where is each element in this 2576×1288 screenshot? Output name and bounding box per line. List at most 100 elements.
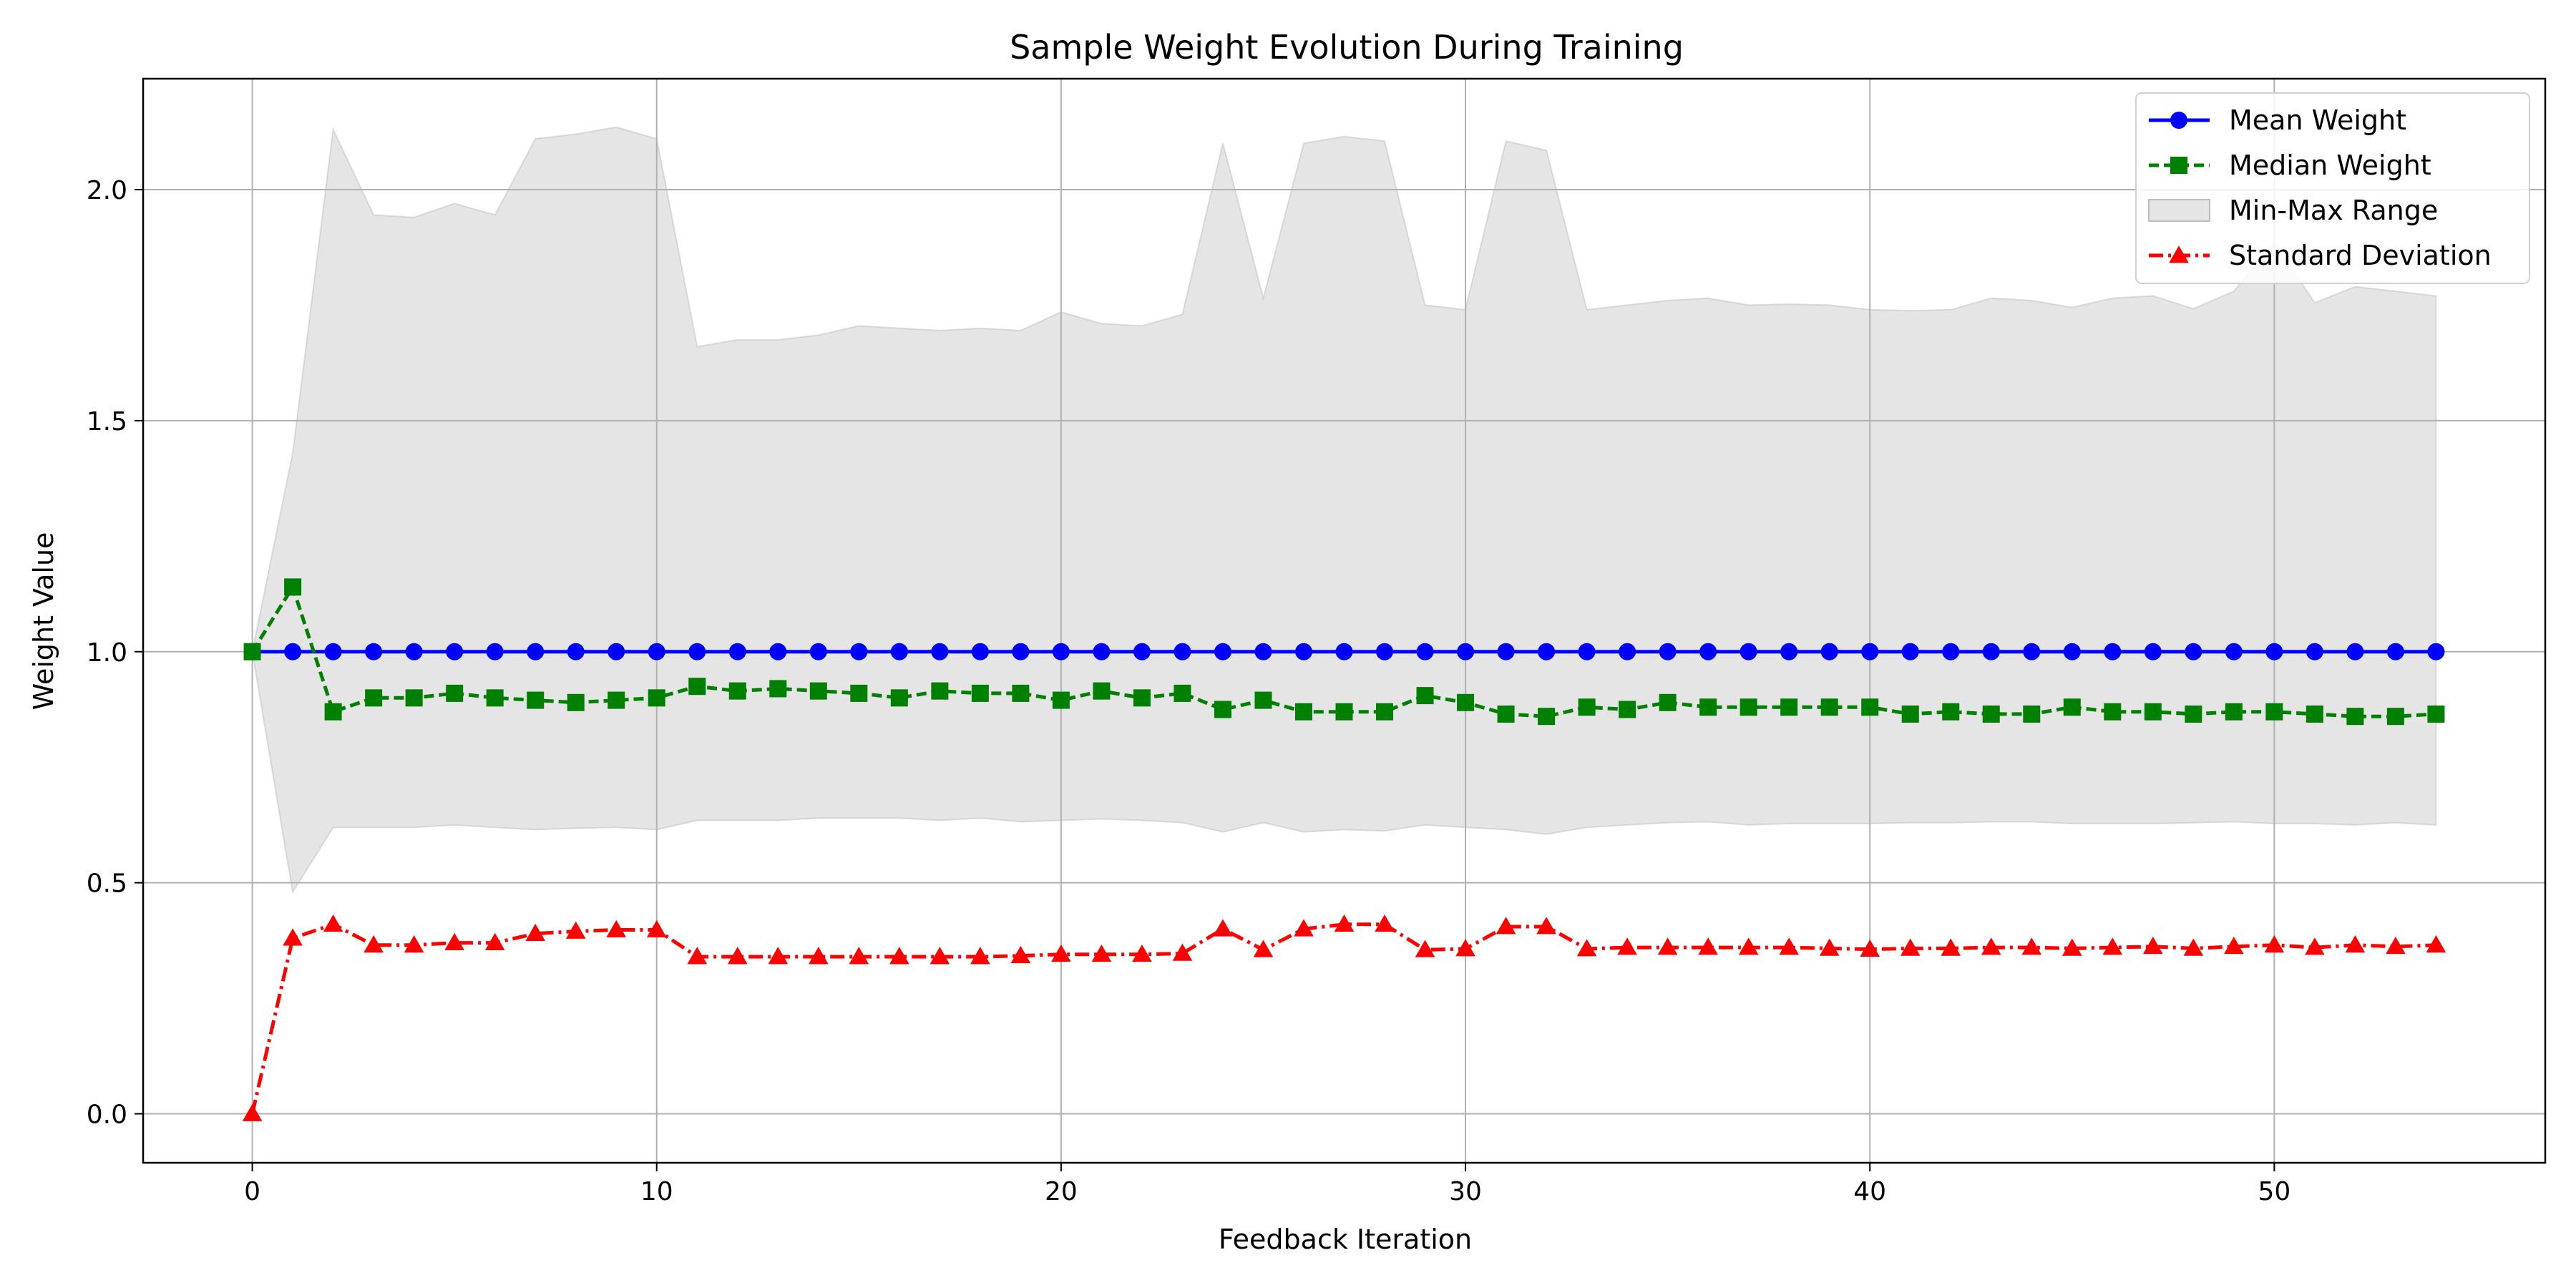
median-weight-point (1214, 701, 1231, 718)
mean-weight-point (1174, 643, 1191, 660)
median-weight-point (1942, 703, 1960, 721)
standard-deviation-point (525, 923, 545, 942)
x-tick-label: 20 (1045, 1177, 1078, 1206)
mean-weight-point (648, 643, 665, 660)
median-weight-point (809, 682, 827, 700)
mean-weight-point (2346, 643, 2364, 660)
median-weight-point (1294, 703, 1312, 721)
mean-weight-point (2265, 643, 2283, 660)
mean-weight-point (1214, 643, 1231, 660)
median-weight-point (1740, 698, 1757, 716)
standard-deviation-point (849, 947, 869, 965)
standard-deviation-point (242, 1103, 263, 1121)
median-weight-point (648, 689, 665, 707)
median-weight-point (243, 643, 261, 660)
median-weight-point (2225, 703, 2243, 721)
median-weight-point (1416, 687, 1434, 705)
mean-weight-point (890, 643, 908, 660)
mean-weight-point (1335, 643, 1353, 660)
mean-weight-point (1780, 643, 1798, 660)
standard-deviation-point (444, 932, 464, 950)
x-tick-label: 50 (2258, 1177, 2290, 1206)
standard-deviation-point (2143, 936, 2163, 955)
median-weight-point (971, 684, 989, 702)
mean-weight-point (1861, 643, 1879, 660)
median-weight-point (2306, 705, 2323, 723)
standard-deviation-point (2021, 937, 2042, 955)
median-weight-point (2346, 708, 2364, 726)
mean-weight-point (527, 643, 545, 660)
standard-deviation-point (1536, 917, 1556, 935)
y-tick-label: 1.0 (87, 638, 127, 668)
standard-deviation-point (2224, 936, 2244, 955)
median-weight-point (527, 691, 545, 709)
standard-deviation-point (727, 947, 748, 965)
standard-deviation-point (565, 921, 586, 939)
median-weight-point (2063, 698, 2081, 716)
mean-weight-point (2225, 643, 2243, 660)
mean-weight-point (2063, 643, 2081, 660)
median-weight-point (1659, 693, 1677, 711)
standard-deviation-point (646, 919, 667, 937)
standard-deviation-point (1779, 937, 1799, 955)
standard-deviation-point (1900, 938, 1921, 956)
mean-weight-point (1457, 643, 1475, 660)
median-weight-point (2185, 705, 2202, 723)
mean-weight-point (1497, 643, 1515, 660)
median-weight-point (324, 703, 342, 721)
mean-weight-point (1254, 643, 1272, 660)
standard-deviation-point (1617, 937, 1637, 955)
standard-deviation-point (1294, 919, 1314, 937)
standard-deviation-point (1981, 937, 2001, 955)
median-weight-point (1254, 691, 1272, 709)
mean-weight-point (809, 643, 827, 660)
mean-weight-point (1093, 643, 1111, 660)
legend-entry-standard-deviation: Standard Deviation (2149, 240, 2492, 271)
y-tick-label: 0.0 (87, 1101, 127, 1130)
standard-deviation-point (1091, 944, 1112, 962)
mean-weight-point (1012, 643, 1030, 660)
standard-deviation-point (1496, 917, 1516, 935)
chart-title: Sample Weight Evolution During Training (1010, 28, 1684, 67)
median-weight-point (931, 682, 949, 700)
mean-weight-point (567, 643, 585, 660)
y-tick-label: 2.0 (87, 176, 127, 205)
standard-deviation-point (484, 932, 505, 950)
standard-deviation-point (1738, 937, 1759, 955)
median-weight-point (1376, 703, 1394, 721)
median-weight-point (1901, 705, 1919, 723)
median-weight-point (486, 689, 504, 707)
mean-weight-point (2023, 643, 2041, 660)
standard-deviation-point (1819, 938, 1840, 956)
median-weight-point (728, 682, 746, 700)
mean-weight-point (405, 643, 423, 660)
standard-deviation-point (283, 928, 303, 946)
standard-deviation-point (930, 947, 950, 965)
standard-deviation-point (809, 947, 829, 965)
median-weight-point (1012, 684, 1030, 702)
standard-deviation-point (2386, 936, 2406, 955)
y-axis-label: Weight Value (28, 532, 59, 711)
median-weight-point (1093, 682, 1111, 700)
standard-deviation-point (768, 947, 789, 965)
mean-weight-point (1416, 643, 1434, 660)
mean-weight-point (1294, 643, 1312, 660)
legend-label: Median Weight (2229, 150, 2431, 181)
median-weight-point (1052, 691, 1070, 709)
mean-weight-point (2185, 643, 2202, 660)
standard-deviation-point (1132, 944, 1152, 962)
median-weight-point (567, 693, 585, 711)
mean-weight-point (728, 643, 746, 660)
median-weight-point (2265, 703, 2283, 721)
mean-weight-point (1982, 643, 2000, 660)
y-tick-label: 1.5 (87, 407, 127, 436)
legend-label: Min-Max Range (2229, 195, 2438, 226)
mean-weight-point (1376, 643, 1394, 660)
standard-deviation-point (2345, 935, 2366, 953)
standard-deviation-point (2426, 935, 2446, 953)
median-weight-point (1497, 705, 1515, 723)
median-weight-point (1133, 689, 1151, 707)
legend-entry-min-max-range: Min-Max Range (2148, 195, 2438, 226)
mean-weight-point (1538, 643, 1556, 660)
